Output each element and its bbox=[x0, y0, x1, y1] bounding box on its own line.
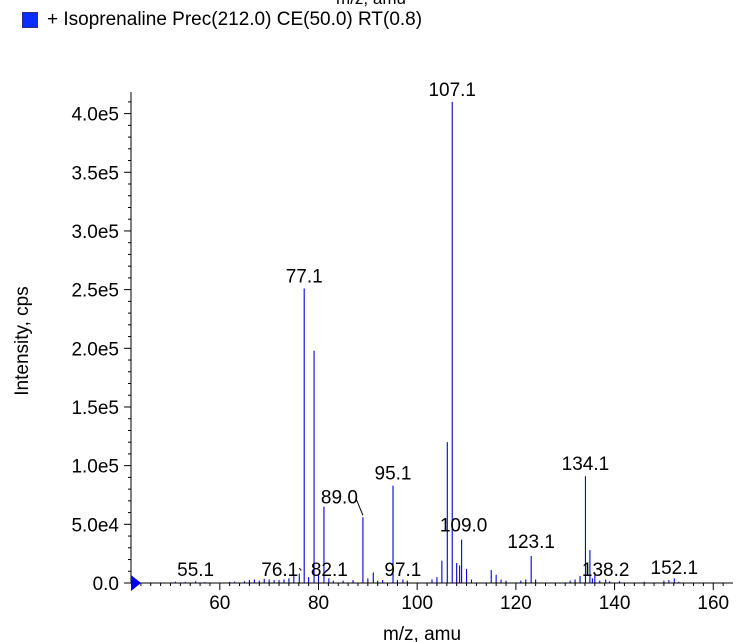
peak-label: 138.2 bbox=[582, 560, 630, 581]
legend: + Isoprenaline Prec(212.0) CE(50.0) RT(0… bbox=[22, 8, 422, 32]
y-tick-label: 2.0e5 bbox=[71, 339, 119, 360]
peak-label: 134.1 bbox=[562, 454, 610, 475]
x-axis-title: m/z, amu bbox=[383, 624, 461, 642]
axes-layer: 60 80 100 120 140 160 0.0 5.0e4 1.0e5 1.5e5 2.0e5 2… bbox=[71, 92, 733, 614]
x-tick-label: 80 bbox=[308, 593, 329, 614]
legend-swatch bbox=[22, 12, 38, 28]
label-leader-line bbox=[355, 498, 364, 516]
y-axis-title: Intensity, cps bbox=[12, 286, 33, 395]
peak-label: 97.1 bbox=[384, 560, 421, 581]
x-tick-label: 140 bbox=[599, 593, 631, 614]
y-tick-label: 0.0 bbox=[93, 574, 119, 595]
peak-label: 123.1 bbox=[507, 532, 555, 553]
peak-label: 107.1 bbox=[428, 80, 476, 101]
peak-labels-layer: 107.1 77.1 134.1 95.1 89.0 109.0 123.1 76.1 82.1… bbox=[177, 80, 698, 581]
legend-text: + Isoprenaline Prec(212.0) CE(50.0) RT(0… bbox=[47, 9, 423, 30]
peak-label: 76.1 bbox=[261, 560, 298, 581]
peak-label: 82.1 bbox=[311, 560, 348, 581]
peak-label: 55.1 bbox=[177, 560, 214, 581]
peak-label: 95.1 bbox=[375, 464, 412, 485]
bars-layer bbox=[174, 101, 680, 583]
y-tick-label: 3.0e5 bbox=[71, 222, 119, 243]
peak-label: 109.0 bbox=[440, 516, 488, 537]
peak-label: 77.1 bbox=[286, 266, 323, 287]
peak-label: 89.0 bbox=[321, 487, 358, 508]
x-tick-label: 160 bbox=[697, 593, 729, 614]
baseline-marker bbox=[131, 575, 141, 591]
x-tick-label: 120 bbox=[500, 593, 532, 614]
label-leader-line bbox=[298, 567, 302, 571]
y-tick-label: 3.5e5 bbox=[71, 163, 119, 184]
peak-label: 152.1 bbox=[651, 558, 699, 579]
y-tick-label: 4.0e5 bbox=[71, 105, 119, 126]
x-tick-label: 60 bbox=[209, 593, 230, 614]
y-tick-label: 5.0e4 bbox=[71, 515, 119, 536]
y-tick-label: 1.5e5 bbox=[71, 398, 119, 419]
cut-off-axis-label: m/z, amu bbox=[0, 0, 742, 9]
y-tick-label: 1.0e5 bbox=[71, 457, 119, 478]
y-tick-label: 2.5e5 bbox=[71, 281, 119, 302]
x-tick-label: 100 bbox=[401, 593, 433, 614]
